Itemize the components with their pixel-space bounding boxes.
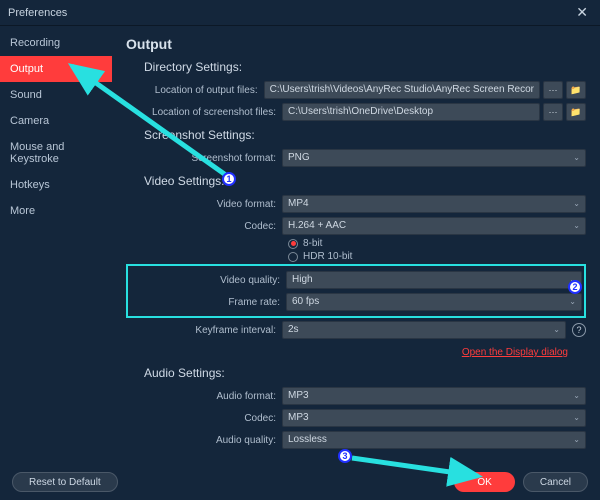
select-value: MP4 <box>288 196 309 212</box>
field-screenshot-location[interactable]: C:\Users\trish\OneDrive\Desktop <box>282 103 540 121</box>
label-video-codec: Codec: <box>126 221 282 232</box>
help-icon[interactable]: ? <box>572 323 586 337</box>
select-audio-quality[interactable]: Lossless ⌄ <box>282 431 586 449</box>
preferences-window: Preferences ✕ Recording Output Sound Cam… <box>0 0 600 500</box>
sidebar-item-more[interactable]: More <box>0 198 112 224</box>
select-keyframe[interactable]: 2s ⌄ <box>282 321 566 339</box>
select-value: High <box>292 272 313 288</box>
footer: Reset to Default OK Cancel <box>0 464 600 500</box>
select-value: MP3 <box>288 410 309 426</box>
chevron-down-icon: ⌄ <box>573 388 580 404</box>
select-value: MP3 <box>288 388 309 404</box>
label-audio-format: Audio format: <box>126 391 282 402</box>
chevron-down-icon: ⌄ <box>573 218 580 234</box>
radio-8bit-label: 8-bit <box>303 238 322 249</box>
highlight-box: Video quality: High⌄ Frame rate: 60 fps ⌄ <box>126 264 586 318</box>
close-icon[interactable]: ✕ <box>572 4 592 21</box>
label-keyframe: Keyframe interval: <box>126 325 282 336</box>
annotation-badge-3: 3 <box>338 449 352 463</box>
label-screenshot-location: Location of screenshot files: <box>126 107 282 118</box>
window-title: Preferences <box>8 7 572 19</box>
row-screenshot-location: Location of screenshot files: C:\Users\t… <box>126 102 586 122</box>
chevron-down-icon: ⌄ <box>573 410 580 426</box>
chevron-down-icon: ⌄ <box>573 432 580 448</box>
select-audio-codec[interactable]: MP3 ⌄ <box>282 409 586 427</box>
ok-button[interactable]: OK <box>454 472 514 492</box>
label-audio-codec: Codec: <box>126 413 282 424</box>
titlebar: Preferences ✕ <box>0 0 600 26</box>
label-output-location: Location of output files: <box>126 85 264 96</box>
annotation-badge-1: 1 <box>222 172 236 186</box>
open-display-dialog-link[interactable]: Open the Display dialog <box>462 347 568 358</box>
main-panel: Output Directory Settings: Location of o… <box>112 26 600 464</box>
radio-hdr10[interactable] <box>288 252 298 262</box>
sidebar-item-hotkeys[interactable]: Hotkeys <box>0 172 112 198</box>
section-screenshot-title: Screenshot Settings: <box>144 128 586 142</box>
select-screenshot-format[interactable]: PNG ⌄ <box>282 149 586 167</box>
select-value: 60 fps <box>292 294 319 310</box>
select-value: PNG <box>288 150 310 166</box>
select-frame-rate[interactable]: 60 fps ⌄ <box>286 293 582 311</box>
label-video-format: Video format: <box>126 199 282 210</box>
annotation-badge-2: 2 <box>568 280 582 294</box>
select-video-format[interactable]: MP4 ⌄ <box>282 195 586 213</box>
select-value: H.264 + AAC <box>288 218 346 234</box>
select-video-quality[interactable]: High⌄ <box>286 271 582 289</box>
select-video-codec[interactable]: H.264 + AAC ⌄ <box>282 217 586 235</box>
link-row: Open the Display dialog <box>126 342 586 360</box>
body: Recording Output Sound Camera Mouse and … <box>0 26 600 464</box>
row-audio-quality: Audio quality: Lossless ⌄ <box>126 430 586 450</box>
select-audio-format[interactable]: MP3 ⌄ <box>282 387 586 405</box>
page-title: Output <box>126 36 586 52</box>
chevron-down-icon: ⌄ <box>573 196 580 212</box>
label-frame-rate: Frame rate: <box>130 297 286 308</box>
reset-button[interactable]: Reset to Default <box>12 472 118 492</box>
label-video-quality: Video quality: <box>130 275 286 286</box>
chevron-down-icon: ⌄ <box>553 322 560 338</box>
open-output-folder-icon[interactable]: 📁 <box>566 81 586 99</box>
select-value: 2s <box>288 322 299 338</box>
row-frame-rate: Frame rate: 60 fps ⌄ <box>130 292 582 312</box>
sidebar: Recording Output Sound Camera Mouse and … <box>0 26 112 464</box>
chevron-down-icon: ⌄ <box>573 150 580 166</box>
browse-screenshot-icon[interactable]: ⋯ <box>543 103 563 121</box>
radio-hdr10-row[interactable]: HDR 10-bit <box>288 251 586 262</box>
section-audio-title: Audio Settings: <box>144 366 586 380</box>
radio-hdr10-label: HDR 10-bit <box>303 251 352 262</box>
section-directory-title: Directory Settings: <box>144 60 586 74</box>
row-output-location: Location of output files: C:\Users\trish… <box>126 80 586 100</box>
row-audio-format: Audio format: MP3 ⌄ <box>126 386 586 406</box>
row-video-quality: Video quality: High⌄ <box>130 270 582 290</box>
row-audio-codec: Codec: MP3 ⌄ <box>126 408 586 428</box>
label-screenshot-format: Screenshot format: <box>126 153 282 164</box>
row-screenshot-format: Screenshot format: PNG ⌄ <box>126 148 586 168</box>
select-value: Lossless <box>288 432 327 448</box>
row-keyframe: Keyframe interval: 2s ⌄ ? <box>126 320 586 340</box>
field-output-location[interactable]: C:\Users\trish\Videos\AnyRec Studio\AnyR… <box>264 81 540 99</box>
row-video-codec: Codec: H.264 + AAC ⌄ <box>126 216 586 236</box>
sidebar-item-camera[interactable]: Camera <box>0 108 112 134</box>
label-audio-quality: Audio quality: <box>126 435 282 446</box>
row-video-format: Video format: MP4 ⌄ <box>126 194 586 214</box>
sidebar-item-sound[interactable]: Sound <box>0 82 112 108</box>
chevron-down-icon: ⌄ <box>569 294 576 310</box>
sidebar-item-output[interactable]: Output <box>0 56 112 82</box>
cancel-button[interactable]: Cancel <box>523 472 588 492</box>
radio-8bit[interactable] <box>288 239 298 249</box>
radio-8bit-row[interactable]: 8-bit <box>288 238 586 249</box>
browse-output-icon[interactable]: ⋯ <box>543 81 563 99</box>
sidebar-item-mouse-keystroke[interactable]: Mouse and Keystroke <box>0 134 112 172</box>
open-screenshot-folder-icon[interactable]: 📁 <box>566 103 586 121</box>
sidebar-item-recording[interactable]: Recording <box>0 30 112 56</box>
section-video-title: Video Settings: <box>144 174 586 188</box>
